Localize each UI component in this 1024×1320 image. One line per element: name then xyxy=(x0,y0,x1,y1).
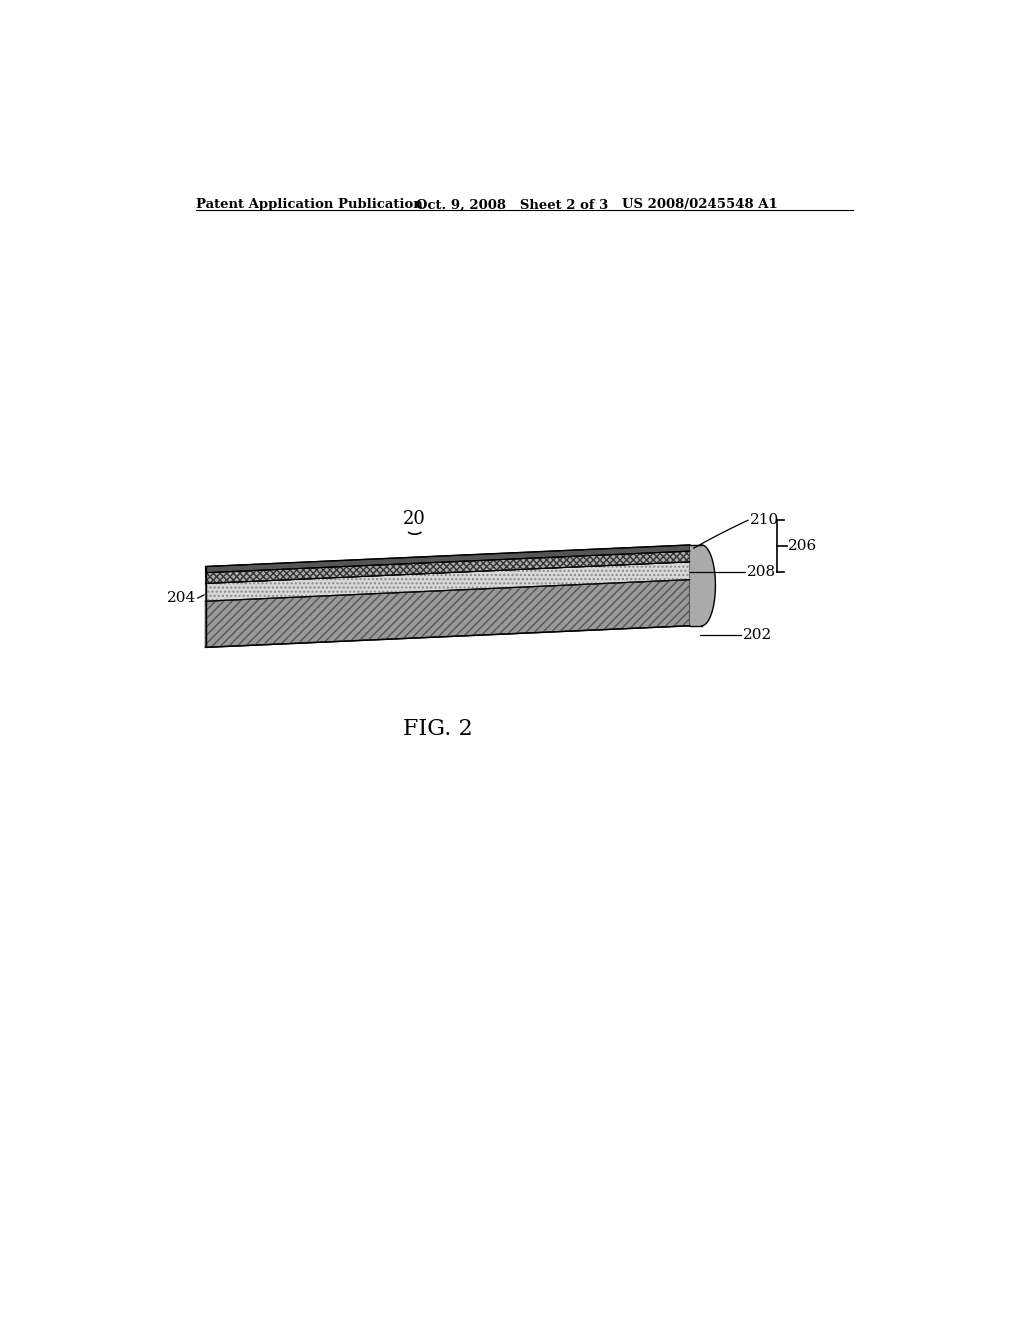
Text: 204: 204 xyxy=(167,591,197,605)
Text: 202: 202 xyxy=(742,628,772,642)
Text: FIG. 2: FIG. 2 xyxy=(403,718,473,739)
Polygon shape xyxy=(206,562,690,601)
Polygon shape xyxy=(206,579,690,647)
Text: 206: 206 xyxy=(788,539,817,553)
Text: 210: 210 xyxy=(751,513,779,527)
Text: Oct. 9, 2008   Sheet 2 of 3: Oct. 9, 2008 Sheet 2 of 3 xyxy=(417,198,608,211)
Polygon shape xyxy=(690,545,716,626)
Polygon shape xyxy=(206,552,690,583)
Text: 208: 208 xyxy=(746,565,775,578)
Polygon shape xyxy=(206,545,690,573)
Text: US 2008/0245548 A1: US 2008/0245548 A1 xyxy=(623,198,778,211)
Text: Patent Application Publication: Patent Application Publication xyxy=(197,198,423,211)
Text: 20: 20 xyxy=(403,510,426,528)
